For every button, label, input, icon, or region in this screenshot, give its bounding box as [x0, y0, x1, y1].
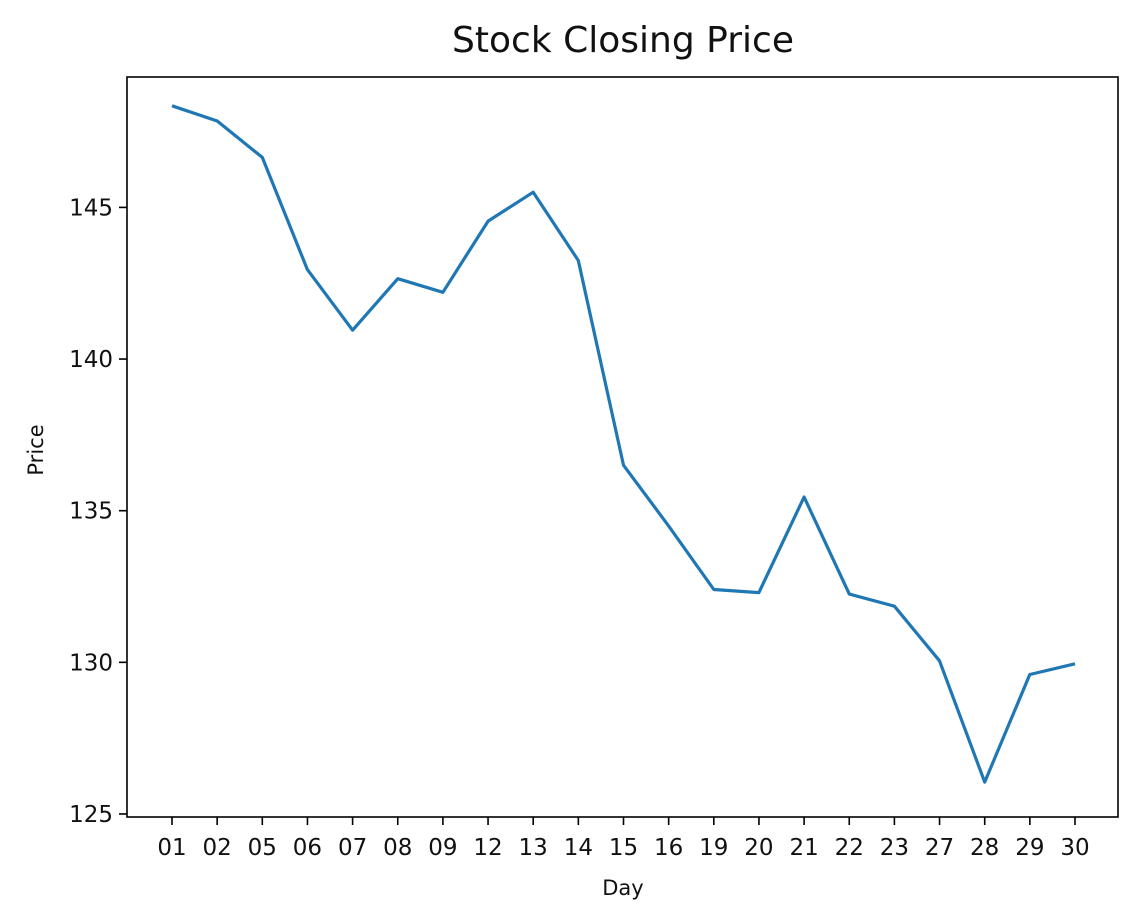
series-line: [171, 104, 1076, 784]
x-tick-label: 15: [609, 835, 638, 861]
x-tick-label: 07: [338, 835, 367, 861]
y-tick-label: 130: [69, 650, 113, 676]
y-tick-label: 140: [69, 347, 113, 373]
x-axis: 01 02 05 06 07 08 09 12 13 14 15 16 19 20 21 22 23 27 28 29…: [157, 817, 1090, 861]
x-tick-label: 12: [473, 835, 502, 861]
chart-title: Stock Closing Price: [452, 20, 794, 61]
x-tick-label: 14: [564, 835, 593, 861]
x-tick-label: 20: [744, 835, 773, 861]
x-tick-label: 13: [519, 835, 548, 861]
series-layer: [171, 104, 1076, 784]
x-tick-label: 29: [1015, 835, 1044, 861]
x-tick-label: 01: [157, 835, 186, 861]
y-axis-label: Price: [24, 424, 48, 475]
x-tick-label: 16: [654, 835, 683, 861]
x-tick-label: 22: [835, 835, 864, 861]
x-tick-label: 08: [383, 835, 412, 861]
x-tick-label: 06: [293, 835, 322, 861]
x-tick-label: 19: [699, 835, 728, 861]
y-tick-label: 125: [69, 802, 113, 828]
x-tick-label: 21: [789, 835, 818, 861]
x-tick-label: 27: [925, 835, 954, 861]
x-tick-label: 09: [428, 835, 457, 861]
x-axis-label: Day: [602, 876, 643, 900]
x-tick-label: 05: [248, 835, 277, 861]
plot-area: [126, 76, 1119, 818]
x-tick-label: 23: [880, 835, 909, 861]
x-tick-label: 28: [970, 835, 999, 861]
y-tick-label: 145: [69, 195, 113, 221]
y-tick-label: 135: [69, 499, 113, 525]
x-tick-label: 02: [203, 835, 232, 861]
x-tick-label: 30: [1060, 835, 1089, 861]
y-axis: 125 130 135 140 145: [69, 195, 127, 828]
